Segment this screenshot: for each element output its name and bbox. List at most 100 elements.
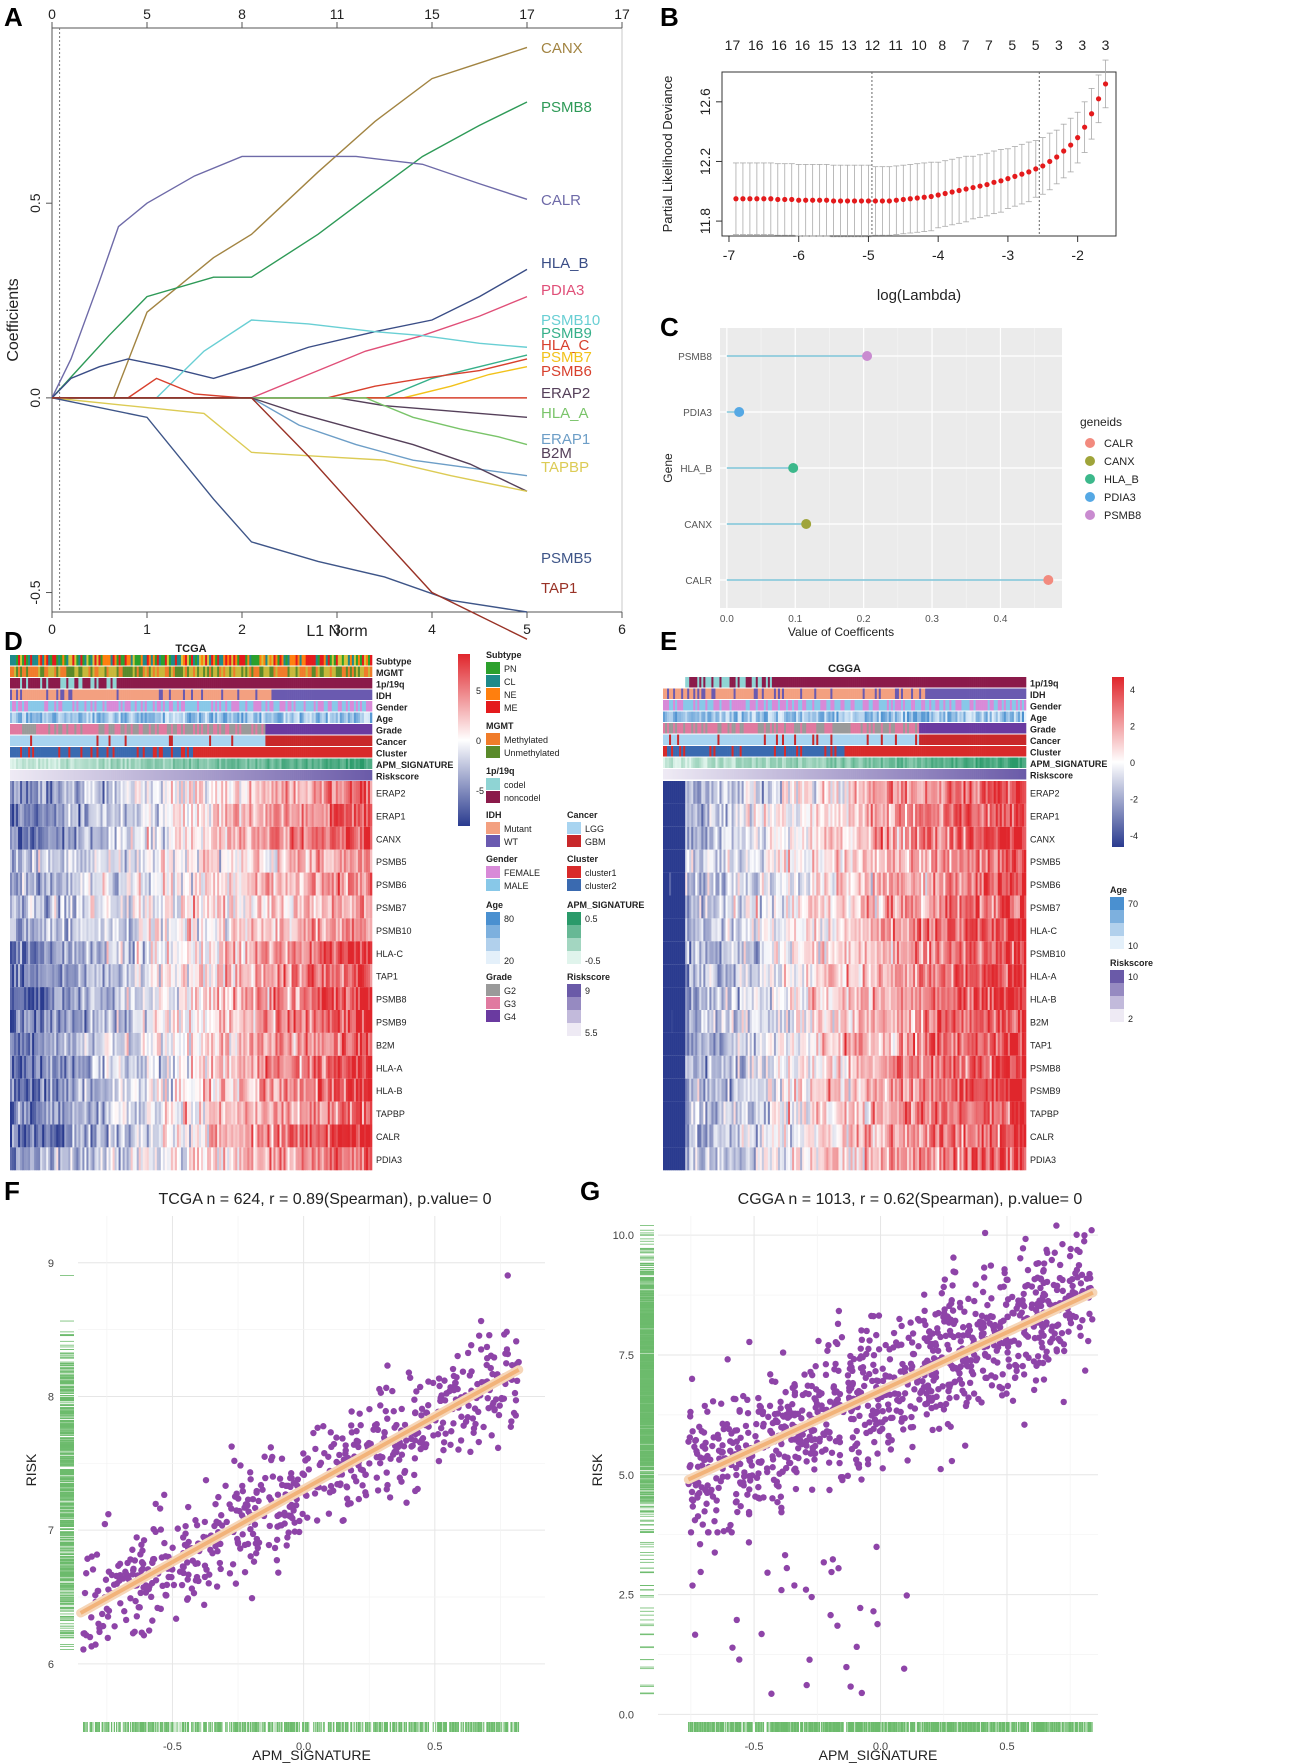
annotation-cell: [335, 678, 339, 689]
heatmap-cell: [335, 826, 339, 850]
heatmap-cell: [134, 826, 137, 850]
heatmap-cell: [305, 1055, 308, 1079]
heatmap-cell: [233, 941, 236, 965]
legend-dot: [1085, 510, 1095, 520]
heatmap-cell: [90, 849, 93, 873]
annotation-cell: [88, 770, 91, 781]
annotation-cell: [170, 678, 174, 689]
heatmap-cell: [191, 849, 194, 873]
heatmap-cell: [148, 895, 152, 919]
annotation-cell: [233, 747, 236, 758]
heatmap-cell: [110, 1078, 113, 1102]
heatmap-cell: [174, 803, 178, 827]
annotation-cell: [231, 770, 234, 781]
heatmap-cell: [191, 918, 194, 942]
heatmap-cell: [229, 1010, 232, 1033]
heatmap-cell: [337, 895, 341, 919]
heatmap-cell: [18, 826, 21, 850]
annotation-cell: [321, 770, 325, 781]
annotation-cell: [355, 655, 359, 666]
annotation-cell: [170, 701, 174, 712]
heatmap-cell: [263, 987, 266, 1010]
heatmap-cell: [369, 849, 373, 873]
heatmap-cell: [253, 849, 256, 873]
heatmap-cell: [215, 964, 218, 988]
annotation-cell: [219, 666, 222, 677]
annotation-cell: [239, 758, 242, 769]
heatmap-cell: [219, 1010, 222, 1033]
heatmap-cell: [142, 964, 146, 988]
annotation-cell: [28, 689, 31, 700]
annotation-cell: [353, 689, 357, 700]
heatmap-cell: [22, 918, 25, 942]
heatmap-cell: [219, 781, 222, 804]
heatmap-cell: [78, 918, 81, 942]
heatmap-cell: [132, 1078, 135, 1102]
heatmap-cell: [80, 918, 83, 942]
annotation-cell: [172, 655, 176, 666]
annotation-cell: [164, 712, 168, 723]
heatmap-cell: [168, 1032, 172, 1056]
annotation-cell: [10, 758, 13, 769]
heatmap-cell: [337, 1055, 341, 1079]
heatmap-cell: [168, 918, 172, 942]
annotation-cell: [132, 666, 135, 677]
annotation-cell: [172, 724, 176, 735]
heatmap-cell: [188, 1032, 192, 1056]
heatmap-cell: [172, 987, 176, 1010]
annotation-cell: [36, 770, 39, 781]
heatmap-cell: [182, 872, 186, 896]
heatmap-cell: [369, 964, 373, 988]
annotation-cell: [217, 735, 220, 746]
annotation-cell: [64, 758, 67, 769]
heatmap-cell: [88, 1055, 91, 1079]
deviance-point: [803, 197, 809, 203]
heatmap-cell: [277, 826, 280, 850]
deviance-point: [956, 187, 962, 194]
annotation-cell: [158, 747, 162, 758]
annotation-cell: [62, 689, 65, 700]
annotation-cell: [170, 770, 174, 781]
heatmap-cell: [64, 895, 67, 919]
heatmap-cell: [84, 895, 87, 919]
annotation-cell: [271, 770, 274, 781]
heatmap-cell: [140, 781, 144, 804]
heatmap-cell: [90, 781, 93, 804]
heatmap-cell: [142, 803, 146, 827]
heatmap-cell: [124, 1078, 127, 1102]
heatmap-cell: [112, 826, 115, 850]
annotation-cell: [70, 758, 73, 769]
heatmap-cell: [166, 826, 170, 850]
heatmap-cell: [54, 1010, 57, 1033]
annotation-cell: [239, 770, 242, 781]
heatmap-cell: [116, 918, 119, 942]
heatmap-cell: [74, 849, 77, 873]
annotation-cell: [62, 724, 65, 735]
annotation-cell: [38, 712, 41, 723]
annotation-cell: [267, 678, 270, 689]
heatmap-cell: [176, 895, 180, 919]
heatmap-cell: [231, 941, 234, 965]
annotation-cell: [130, 747, 133, 758]
heatmap-cell: [265, 964, 268, 988]
annotation-cell: [100, 678, 103, 689]
annotation-cell: [30, 701, 33, 712]
annotation-cell: [319, 770, 323, 781]
annotation-cell: [58, 770, 61, 781]
heatmap-cell: [295, 895, 298, 919]
heatmap-cell: [333, 1078, 337, 1102]
heatmap-cell: [193, 895, 196, 919]
heatmap-cell: [38, 1078, 41, 1102]
heatmap-cell: [176, 941, 180, 965]
heatmap-cell: [56, 803, 59, 827]
annotation-cell: [345, 758, 349, 769]
annotation-cell: [257, 701, 260, 712]
heatmap-cell: [130, 872, 133, 896]
annotation-cell: [114, 735, 117, 746]
annotation-cell: [363, 724, 367, 735]
heatmap-cell: [124, 895, 127, 919]
annotation-cell: [46, 666, 49, 677]
annotation-cell: [46, 655, 49, 666]
annotation-cell: [12, 712, 15, 723]
heatmap-cell: [140, 803, 144, 827]
